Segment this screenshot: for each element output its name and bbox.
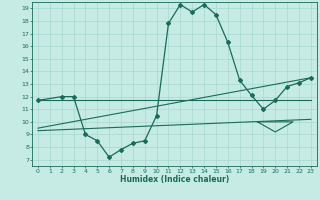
X-axis label: Humidex (Indice chaleur): Humidex (Indice chaleur) bbox=[120, 175, 229, 184]
